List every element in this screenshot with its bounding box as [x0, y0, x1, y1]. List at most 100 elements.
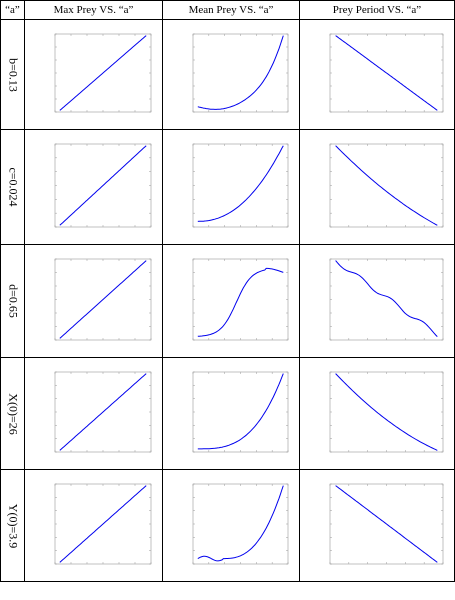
tick: [55, 372, 151, 452]
tick: [55, 372, 152, 453]
tick: [330, 484, 443, 564]
tick: [330, 34, 443, 112]
tick: [55, 144, 151, 227]
curve: [197, 485, 284, 562]
table-cell: [163, 358, 300, 470]
tick: [55, 372, 151, 452]
tick: [193, 259, 288, 340]
table-cell: d=0.65: [0, 245, 25, 358]
plot-frame: [192, 258, 289, 341]
tick: [193, 34, 289, 113]
table-cell: [163, 245, 300, 358]
curve: [197, 373, 284, 450]
row-label: b=0.13: [6, 57, 20, 92]
tick: [330, 484, 443, 564]
tick: [55, 144, 151, 227]
plot-frame: [329, 371, 444, 453]
curve: [335, 485, 438, 563]
table-cell: [25, 130, 163, 245]
mini-plot: [329, 258, 444, 341]
tick: [330, 259, 444, 341]
mini-plot: [192, 33, 289, 113]
mini-plot: [54, 371, 152, 453]
tick: [193, 484, 288, 564]
tick: [55, 484, 151, 564]
table-cell: [163, 20, 300, 130]
tick: [193, 372, 288, 452]
tick: [54, 33, 151, 112]
curve: [197, 35, 284, 110]
tick: [55, 34, 151, 112]
tick: [193, 34, 288, 112]
tick: [330, 484, 443, 564]
tick: [193, 34, 288, 112]
curve: [335, 260, 438, 337]
curve: [335, 145, 438, 226]
tick: [55, 144, 152, 228]
tick: [330, 34, 443, 112]
mini-plot: [54, 143, 152, 228]
tick: [330, 484, 443, 564]
mini-plot: [192, 143, 289, 228]
tick: [330, 144, 444, 228]
tick: [55, 34, 151, 112]
tick: [330, 372, 444, 453]
curve: [59, 35, 147, 111]
plot-frame: [192, 143, 289, 228]
curve: [197, 145, 284, 222]
tick: [55, 484, 151, 564]
tick: [330, 372, 443, 452]
tick: [193, 372, 288, 452]
tick: [193, 144, 288, 227]
tick: [55, 484, 151, 564]
tick: [55, 372, 151, 452]
tick: [55, 144, 151, 227]
tick: [330, 372, 443, 452]
tick: [55, 484, 151, 564]
tick: [193, 484, 288, 564]
tick: [55, 484, 151, 564]
mini-plot: [54, 33, 152, 113]
plot-frame: [192, 33, 289, 113]
row-label: Y(0)=3.9: [6, 503, 20, 548]
tick: [55, 34, 151, 112]
table-cell: [300, 20, 455, 130]
plot-frame: [192, 483, 289, 565]
tick: [330, 144, 443, 227]
table-cell: X(0)=26: [0, 358, 25, 470]
tick: [54, 371, 151, 452]
curve: [335, 35, 438, 111]
tick: [193, 144, 288, 227]
tick: [193, 372, 288, 452]
mini-plot: [192, 483, 289, 565]
curve: [197, 267, 284, 337]
mini-plot: [329, 483, 444, 565]
tick: [193, 144, 288, 227]
tick: [330, 259, 443, 340]
tick: [192, 258, 288, 340]
tick: [193, 34, 288, 112]
table-cell: [300, 470, 455, 582]
tick: [329, 33, 443, 112]
mini-plot: [54, 258, 152, 341]
tick: [193, 372, 289, 453]
table-cell: [163, 470, 300, 582]
tick: [193, 372, 288, 452]
tick: [54, 258, 151, 340]
mini-plot: [329, 33, 444, 113]
tick: [193, 484, 288, 564]
tick: [55, 144, 151, 227]
tick: [330, 372, 443, 452]
tick: [193, 34, 288, 112]
tick: [330, 484, 444, 565]
tick: [330, 484, 443, 564]
tick: [55, 484, 152, 565]
row-label: c=0.024: [6, 167, 20, 207]
tick: [330, 259, 443, 340]
tick: [55, 259, 151, 340]
table-cell: Y(0)=3.9: [0, 470, 25, 582]
tick: [55, 259, 151, 340]
tick: [193, 259, 288, 340]
tick: [193, 259, 289, 341]
